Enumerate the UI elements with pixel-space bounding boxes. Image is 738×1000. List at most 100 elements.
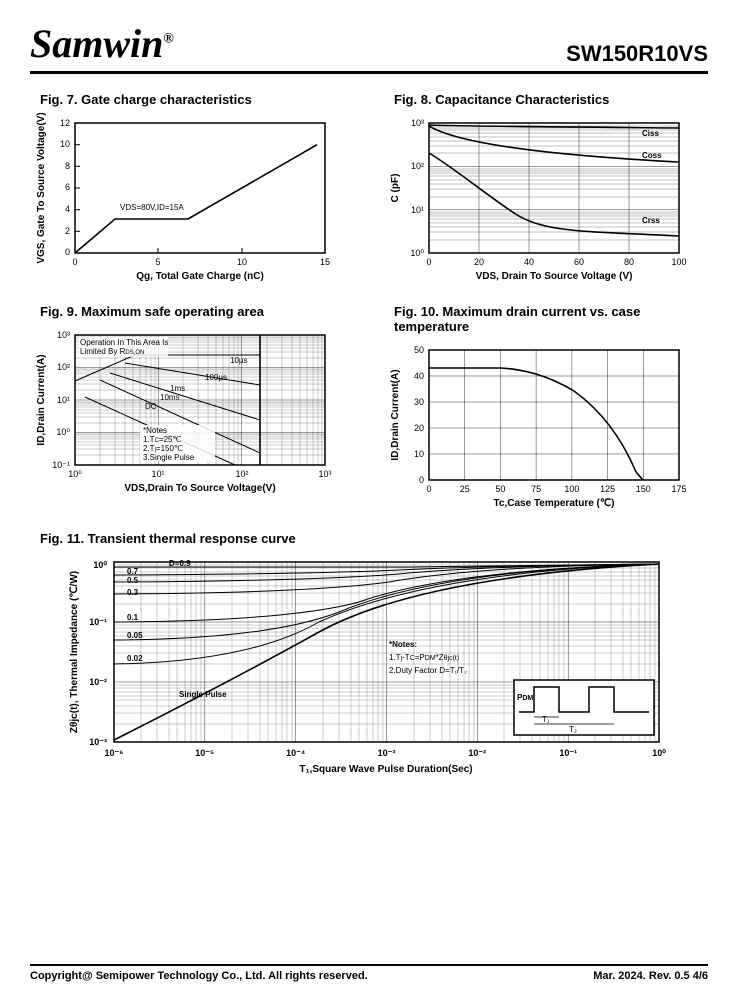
svg-text:40: 40 <box>414 371 424 381</box>
svg-text:T₂: T₂ <box>569 725 577 734</box>
svg-text:10¹: 10¹ <box>411 205 424 215</box>
svg-text:40: 40 <box>524 257 534 267</box>
fig9-title: Fig. 9. Maximum safe operating area <box>30 304 354 319</box>
svg-text:4: 4 <box>65 204 70 214</box>
svg-text:5: 5 <box>155 257 160 267</box>
svg-text:VDS,Drain To Source Voltage(V): VDS,Drain To Source Voltage(V) <box>124 483 275 494</box>
fig10-title: Fig. 10. Maximum drain current vs. case … <box>384 304 708 334</box>
svg-text:PDM: PDM <box>517 693 533 702</box>
svg-text:10⁻²: 10⁻² <box>89 677 107 687</box>
svg-text:10⁰: 10⁰ <box>56 427 70 437</box>
fig7-ylabel: VGS, Gate To Source Voltage(V) <box>36 113 47 264</box>
svg-text:10⁻¹: 10⁻¹ <box>559 748 577 758</box>
svg-text:0: 0 <box>426 484 431 494</box>
logo-text: Samwin <box>30 21 163 66</box>
svg-text:T₁,Square Wave Pulse Duration(: T₁,Square Wave Pulse Duration(Sec) <box>299 764 472 775</box>
svg-text:Operation In This Area Is: Operation In This Area Is <box>80 338 168 347</box>
svg-text:80: 80 <box>624 257 634 267</box>
fig9-chart: 10⁻¹ 10⁰ 10¹ 10² 10³ 10⁰ 10¹ 10² 10³ Ope… <box>30 325 340 500</box>
svg-text:50: 50 <box>495 484 505 494</box>
svg-text:10: 10 <box>237 257 247 267</box>
svg-text:10⁰: 10⁰ <box>93 560 107 570</box>
svg-text:10³: 10³ <box>318 469 331 479</box>
svg-text:0: 0 <box>419 475 424 485</box>
svg-text:10: 10 <box>60 139 70 149</box>
svg-text:10²: 10² <box>57 362 70 372</box>
svg-text:100µs: 100µs <box>205 373 227 382</box>
svg-text:10ms: 10ms <box>160 393 180 402</box>
svg-text:3.Single Pulse: 3.Single Pulse <box>143 453 195 462</box>
svg-text:1ms: 1ms <box>170 384 185 393</box>
fig7-anno: VDS=80V,ID=15A <box>120 203 184 212</box>
svg-text:C (pF): C (pF) <box>390 174 401 203</box>
svg-text:0.5: 0.5 <box>127 576 139 585</box>
svg-text:10⁻²: 10⁻² <box>468 748 486 758</box>
svg-text:Crss: Crss <box>642 216 660 225</box>
svg-text:2.Tj=150℃: 2.Tj=150℃ <box>143 444 183 453</box>
svg-text:10³: 10³ <box>57 330 70 340</box>
svg-text:1.Tj-TC=PDM*Zθjc(t): 1.Tj-TC=PDM*Zθjc(t) <box>389 653 459 662</box>
svg-text:10⁻³: 10⁻³ <box>378 748 396 758</box>
svg-text:T₁: T₁ <box>542 715 550 724</box>
svg-text:10²: 10² <box>411 161 424 171</box>
svg-text:Ciss: Ciss <box>642 129 659 138</box>
fig8: Fig. 8. Capacitance Characteristics <box>384 92 708 288</box>
svg-text:10µs: 10µs <box>230 356 248 365</box>
svg-text:2: 2 <box>65 226 70 236</box>
svg-text:*Notes: *Notes <box>143 426 167 435</box>
footer-left: Copyright@ Semipower Technology Co., Ltd… <box>30 970 368 982</box>
fig7-title: Fig. 7. Gate charge characteristics <box>30 92 354 107</box>
svg-text:Single Pulse: Single Pulse <box>179 690 227 699</box>
fig7: Fig. 7. Gate charge characteristics 0 2 … <box>30 92 354 288</box>
svg-text:0: 0 <box>65 247 70 257</box>
svg-text:10¹: 10¹ <box>57 395 70 405</box>
svg-text:10: 10 <box>414 449 424 459</box>
svg-text:10⁰: 10⁰ <box>652 748 666 758</box>
svg-text:175: 175 <box>671 484 686 494</box>
footer-right: Mar. 2024. Rev. 0.5 4/6 <box>593 970 708 982</box>
svg-text:10⁰: 10⁰ <box>68 469 82 479</box>
footer: Copyright@ Semipower Technology Co., Ltd… <box>30 964 708 982</box>
svg-text:10³: 10³ <box>411 118 424 128</box>
fig11-chart: 10⁻³ 10⁻² 10⁻¹ 10⁰ 10⁻⁶ 10⁻⁵ 10⁻⁴ 10⁻³ 1… <box>59 552 679 782</box>
svg-text:10⁻¹: 10⁻¹ <box>89 617 107 627</box>
svg-text:0: 0 <box>426 257 431 267</box>
fig7-xlabel: Qg, Total Gate Charge (nC) <box>136 271 264 282</box>
fig7-chart: 0 2 4 6 8 10 12 0 5 10 15 <box>30 113 340 288</box>
svg-text:10⁻³: 10⁻³ <box>89 737 107 747</box>
svg-text:2.Duty Factor D=T₁/T₂: 2.Duty Factor D=T₁/T₂ <box>389 666 467 675</box>
part-number: SW150R10VS <box>566 41 708 67</box>
svg-text:ID,Drain Current(A): ID,Drain Current(A) <box>390 369 401 460</box>
svg-text:125: 125 <box>600 484 615 494</box>
svg-text:10⁻⁵: 10⁻⁵ <box>195 748 214 758</box>
fig10: Fig. 10. Maximum drain current vs. case … <box>384 304 708 515</box>
svg-text:50: 50 <box>414 345 424 355</box>
svg-text:0.3: 0.3 <box>127 588 139 597</box>
logo: Samwin® <box>30 20 174 67</box>
svg-text:6: 6 <box>65 182 70 192</box>
svg-text:8: 8 <box>65 161 70 171</box>
fig10-chart: 0 10 20 30 40 50 0 25 50 75 100 125 150 … <box>384 340 694 515</box>
svg-text:0.02: 0.02 <box>127 654 143 663</box>
svg-text:10²: 10² <box>235 469 248 479</box>
svg-text:150: 150 <box>636 484 651 494</box>
header: Samwin® SW150R10VS <box>30 20 708 74</box>
svg-text:*Notes:: *Notes: <box>389 640 417 649</box>
svg-text:Coss: Coss <box>642 151 662 160</box>
svg-text:15: 15 <box>320 257 330 267</box>
svg-text:60: 60 <box>574 257 584 267</box>
svg-text:12: 12 <box>60 118 70 128</box>
fig9: Fig. 9. Maximum safe operating area <box>30 304 354 515</box>
reg-mark: ® <box>163 32 173 47</box>
svg-text:10⁻⁴: 10⁻⁴ <box>286 748 305 758</box>
svg-text:10¹: 10¹ <box>151 469 164 479</box>
svg-text:D=0.9: D=0.9 <box>169 559 191 568</box>
svg-text:75: 75 <box>531 484 541 494</box>
svg-text:25: 25 <box>460 484 470 494</box>
svg-text:0.7: 0.7 <box>127 567 139 576</box>
svg-text:10⁻⁶: 10⁻⁶ <box>105 748 124 758</box>
svg-text:10⁰: 10⁰ <box>410 248 424 258</box>
svg-text:30: 30 <box>414 397 424 407</box>
fig11-title: Fig. 11. Transient thermal response curv… <box>30 531 708 546</box>
svg-text:1.TC=25℃: 1.TC=25℃ <box>143 435 181 444</box>
